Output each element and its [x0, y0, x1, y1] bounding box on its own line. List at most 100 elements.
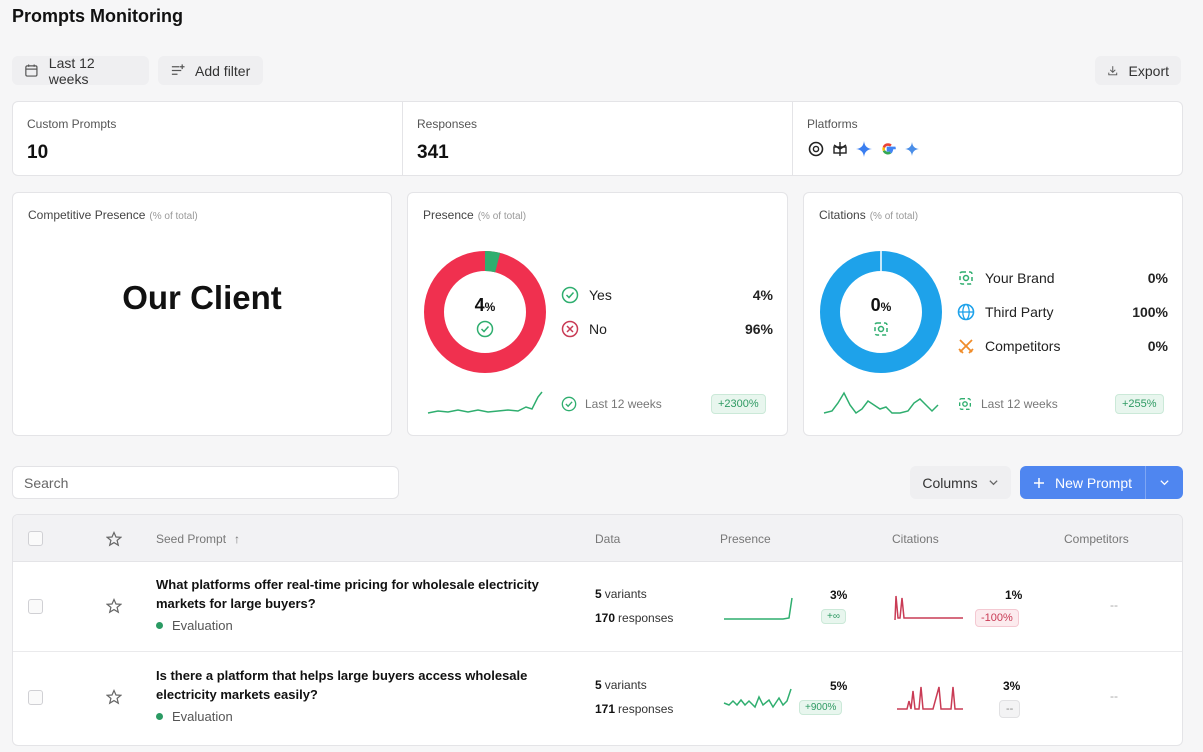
chevron-down-icon: [1160, 480, 1169, 486]
kpi-custom-prompts: Custom Prompts 10: [12, 101, 403, 176]
card-title: Presence (% of total): [423, 208, 527, 222]
globe-icon: [957, 303, 975, 321]
download-icon: [1108, 66, 1118, 76]
column-header-data[interactable]: Data: [595, 532, 621, 546]
competitors-value: --: [1110, 598, 1118, 612]
column-header-presence[interactable]: Presence: [720, 532, 771, 546]
kpi-value: 10: [27, 142, 49, 163]
column-header-competitors[interactable]: Competitors: [1064, 532, 1129, 546]
prompt-text[interactable]: What platforms offer real-time pricing f…: [156, 577, 539, 611]
brand-target-icon: [957, 269, 975, 287]
legend-yes: Yes 4%: [561, 286, 773, 304]
columns-label: Columns: [922, 474, 978, 491]
plus-icon: [1034, 477, 1044, 488]
citations-sparkline: [894, 595, 963, 621]
citations-change-badge: --: [999, 700, 1021, 718]
presence-donut-chart: [424, 251, 546, 373]
check-circle-icon: [561, 286, 579, 304]
export-label: Export: [1128, 62, 1169, 79]
column-header-citations[interactable]: Citations: [892, 532, 939, 546]
presence-change-badge: +900%: [799, 700, 843, 715]
stage-tag: Evaluation: [156, 618, 233, 633]
status-dot: [156, 713, 163, 720]
kpi-value: 341: [417, 142, 449, 163]
new-prompt-button[interactable]: New Prompt: [1020, 466, 1146, 499]
citations-percent: 1%: [1005, 588, 1023, 602]
chevron-down-icon: [989, 480, 998, 486]
presence-sparkline: [723, 688, 792, 709]
kpi-label: Responses: [417, 117, 478, 131]
presence-percent: 5%: [830, 679, 848, 693]
kpi-platforms: Platforms: [792, 101, 1183, 176]
presence-center-value: 4%: [474, 295, 496, 315]
sort-arrow-icon: ↑: [234, 532, 241, 546]
columns-button[interactable]: Columns: [910, 466, 1011, 499]
prompts-table: Seed Prompt ↑ Data Presence Citations Com…: [12, 514, 1183, 746]
citations-change-badge: -100%: [975, 609, 1019, 627]
row-checkbox[interactable]: [28, 690, 43, 705]
check-circle-icon: [476, 320, 494, 338]
table-row[interactable]: Is there a platform that helps large buy…: [13, 653, 1182, 743]
star-icon[interactable]: [106, 531, 122, 547]
card-title: Competitive Presence (% of total): [28, 208, 198, 222]
prompt-text[interactable]: Is there a platform that helps large buy…: [156, 668, 528, 702]
platform-icons: [807, 140, 921, 158]
table-row[interactable]: What platforms offer real-time pricing f…: [13, 562, 1182, 652]
add-filter-button[interactable]: Add filter: [158, 56, 263, 85]
star-icon[interactable]: [106, 598, 122, 614]
presence-footer-label: Last 12 weeks: [561, 396, 662, 412]
x-circle-icon: [561, 320, 579, 338]
stage-tag: Evaluation: [156, 709, 233, 724]
legend-no: No 96%: [561, 320, 773, 338]
kpi-responses: Responses 341: [402, 101, 793, 176]
chatgpt-icon: [808, 141, 824, 157]
kpi-label: Custom Prompts: [27, 117, 117, 131]
search-input[interactable]: Search: [12, 466, 399, 499]
presence-sparkline: [427, 391, 543, 414]
new-prompt-label: New Prompt: [1055, 474, 1133, 491]
client-name: Our Client: [122, 279, 282, 316]
variants-count: 5 variants: [595, 587, 647, 601]
legend-third-party: Third Party 100%: [957, 303, 1168, 321]
column-header-seed-prompt[interactable]: Seed Prompt ↑: [156, 532, 241, 546]
responses-count: 171 responses: [595, 702, 674, 716]
page-title: Prompts Monitoring: [12, 6, 183, 26]
presence-percent: 3%: [830, 588, 848, 602]
card-title: Citations (% of total): [819, 208, 919, 222]
citations-center-value: 0%: [870, 295, 892, 315]
export-button[interactable]: Export: [1095, 56, 1181, 85]
date-range-button[interactable]: Last 12 weeks: [12, 54, 149, 87]
status-dot: [156, 622, 163, 629]
citations-percent: 3%: [1003, 679, 1021, 693]
add-filter-label: Add filter: [195, 62, 251, 79]
select-all-checkbox[interactable]: [28, 531, 43, 546]
filter-icon: [171, 64, 185, 75]
citations-trend-badge: +255%: [1115, 394, 1164, 414]
citations-donut-chart: [820, 251, 942, 373]
competitors-value: --: [1110, 689, 1118, 703]
kpi-label: Platforms: [807, 117, 858, 131]
new-prompt-button-group: New Prompt: [1020, 466, 1183, 499]
star-icon[interactable]: [106, 689, 122, 705]
brand-target-icon: [959, 398, 971, 410]
date-range-label: Last 12 weeks: [48, 54, 95, 87]
citations-footer-label: Last 12 weeks: [957, 396, 1058, 412]
citations-card: Citations (% of total) 0% Your Brand 0% T…: [803, 192, 1183, 436]
responses-count: 170 responses: [595, 611, 674, 625]
citations-sparkline: [897, 686, 963, 710]
gemini-icon: [856, 141, 872, 157]
check-circle-icon: [561, 396, 577, 412]
legend-competitors: Competitors 0%: [957, 337, 1168, 355]
presence-card: Presence (% of total) 4% Yes 4% No 96% La…: [407, 192, 788, 436]
presence-sparkline: [724, 597, 793, 620]
new-prompt-dropdown-button[interactable]: [1146, 477, 1183, 488]
competitive-presence-card: Competitive Presence (% of total) Our Cli…: [12, 192, 392, 436]
brand-target-icon: [874, 322, 888, 336]
ai-sparkle-icon: [905, 142, 919, 156]
presence-change-badge: +∞: [821, 609, 846, 624]
citations-sparkline: [823, 391, 939, 415]
table-header: Seed Prompt ↑ Data Presence Citations Com…: [13, 515, 1182, 562]
row-checkbox[interactable]: [28, 599, 43, 614]
swords-icon: [957, 337, 975, 355]
presence-yes-arc: [424, 251, 546, 373]
